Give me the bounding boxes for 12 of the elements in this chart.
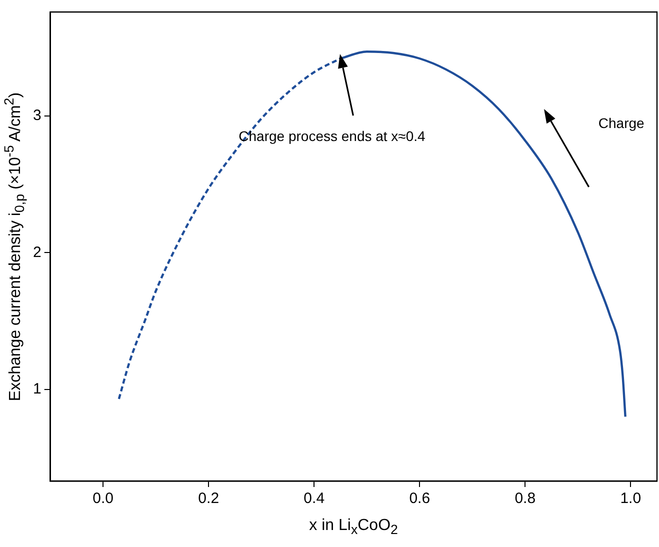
y-tick-label: 3 (33, 107, 42, 124)
y-tick-label: 2 (33, 244, 42, 261)
x-axis-title: x in Li$_{x}$CoO$_{2}$ (309, 517, 398, 538)
x-tick-label: 0.0 (92, 490, 114, 508)
y-tick-label: 1 (33, 380, 42, 398)
x-tick-label: 1.0 (620, 490, 642, 508)
x-tick-label: 0.6 (409, 490, 430, 508)
x-tick-label: 0.8 (514, 490, 536, 508)
x-tick-label: 0.2 (198, 490, 220, 508)
annotation: Charge (598, 115, 644, 132)
x-tick-label: 0.4 (304, 490, 325, 508)
annotation: Charge process ends at x≈0.4 (238, 128, 426, 144)
